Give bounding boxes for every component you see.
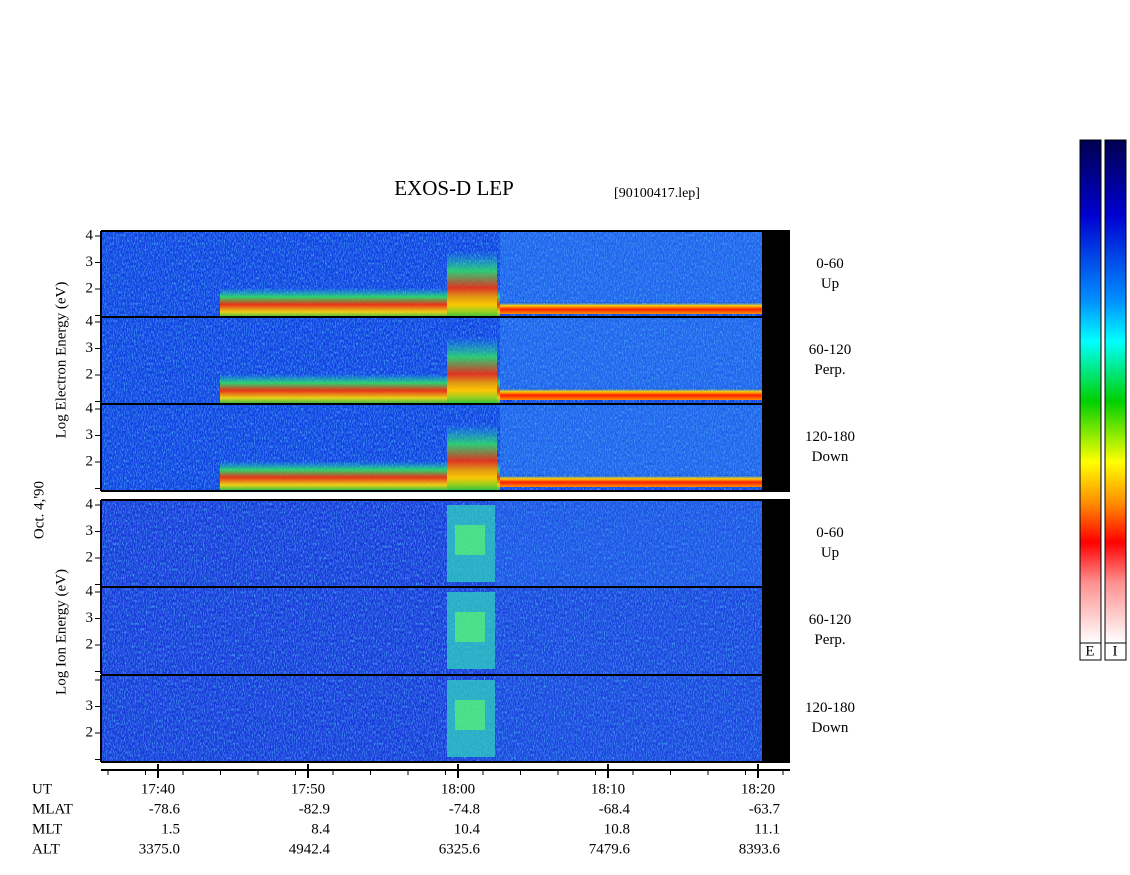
energy-tick-label: 3 — [86, 523, 94, 539]
electron-diffuse — [500, 231, 762, 302]
row-value: 1.5 — [161, 821, 180, 837]
colorbar-label-box — [1104, 642, 1127, 661]
panel-range: 120-180 — [805, 700, 855, 716]
colorbar-label: I — [1113, 643, 1118, 659]
colorbar-label: E — [1085, 643, 1094, 659]
date-label: Oct. 4,'90 — [31, 481, 47, 539]
energy-tick-label: 4 — [86, 227, 94, 243]
electron-band — [500, 475, 762, 487]
no-data — [762, 675, 790, 762]
energy-tick-label: 3 — [86, 427, 94, 443]
row-value: 17:50 — [291, 781, 325, 797]
row-value: 10.8 — [604, 821, 630, 837]
electron-band — [500, 388, 762, 400]
file-name: [90100417.lep] — [614, 186, 700, 201]
spectrogram-noise — [101, 500, 762, 587]
no-data — [762, 317, 790, 404]
energy-tick-label: 3 — [86, 340, 94, 356]
no-data — [762, 231, 790, 318]
energy-tick-label: 4 — [86, 400, 94, 416]
energy-tick-label: 3 — [86, 254, 94, 270]
energy-tick-label: 2 — [86, 724, 94, 740]
electron-axis-label: Log Electron Energy (eV) — [53, 282, 69, 439]
row-value: -74.8 — [449, 801, 480, 817]
row-value: 10.4 — [454, 821, 481, 837]
row-value: 18:00 — [441, 781, 475, 797]
row-value: 11.1 — [754, 821, 780, 837]
ion-diffuse — [495, 587, 762, 674]
panel-direction: Down — [812, 449, 849, 465]
row-value: -63.7 — [749, 801, 781, 817]
row-value: 7479.6 — [589, 841, 631, 857]
electron-diffuse — [500, 404, 762, 475]
ion-axis-label: Log Ion Energy (eV) — [53, 569, 69, 695]
row-name: UT — [32, 781, 52, 797]
ion-diffuse — [495, 675, 762, 762]
row-value: 17:40 — [141, 781, 175, 797]
energy-tick-label: 4 — [86, 496, 94, 512]
electron-diffuse — [500, 317, 762, 388]
row-value: -68.4 — [599, 801, 631, 817]
panel-range: 60-120 — [809, 612, 852, 628]
panel-range: 120-180 — [805, 429, 855, 445]
row-name: MLAT — [32, 801, 73, 817]
electron-burst — [447, 424, 497, 491]
row-value: 6325.6 — [439, 841, 481, 857]
spectrogram-noise — [101, 587, 762, 674]
row-value: 18:10 — [591, 781, 625, 797]
row-value: 4942.4 — [289, 841, 331, 857]
energy-tick-label: 2 — [86, 636, 94, 652]
panel-direction: Up — [821, 545, 839, 561]
panel-direction: Up — [821, 276, 839, 292]
energy-tick-label: 2 — [86, 280, 94, 296]
colorbar-label-box — [1079, 642, 1102, 661]
energy-tick-label: 4 — [86, 313, 94, 329]
no-data — [762, 500, 790, 587]
row-value: -78.6 — [149, 801, 181, 817]
no-data — [762, 587, 790, 674]
electron-burst — [447, 337, 497, 404]
row-value: 18:20 — [741, 781, 775, 797]
panel-direction: Down — [812, 720, 849, 736]
colorbar — [1104, 139, 1127, 644]
row-value: 3375.0 — [139, 841, 180, 857]
energy-tick-label: 2 — [86, 453, 94, 469]
panel-direction: Perp. — [814, 362, 845, 378]
row-name: ALT — [32, 841, 60, 857]
electron-burst — [447, 251, 497, 318]
ion-burst-core — [455, 700, 485, 730]
electron-band — [500, 302, 762, 314]
no-data — [762, 404, 790, 491]
panel-range: 60-120 — [809, 342, 852, 358]
title: EXOS-D LEP — [394, 176, 514, 200]
row-value: 8393.6 — [739, 841, 781, 857]
panel-range: 0-60 — [816, 525, 844, 541]
panel-direction: Perp. — [814, 632, 845, 648]
spectrogram-noise — [101, 675, 762, 762]
ion-diffuse — [495, 500, 762, 587]
energy-tick-label: 3 — [86, 610, 94, 626]
row-name: MLT — [32, 821, 62, 837]
colorbar — [1079, 139, 1102, 644]
energy-tick-label: 2 — [86, 549, 94, 565]
panel-range: 0-60 — [816, 256, 844, 272]
energy-tick-label: 3 — [86, 698, 94, 714]
energy-tick-label: 4 — [86, 583, 94, 599]
ion-burst-core — [455, 525, 485, 555]
ion-burst-core — [455, 612, 485, 642]
row-value: 8.4 — [311, 821, 330, 837]
energy-tick-label: 2 — [86, 366, 94, 382]
row-value: -82.9 — [299, 801, 330, 817]
